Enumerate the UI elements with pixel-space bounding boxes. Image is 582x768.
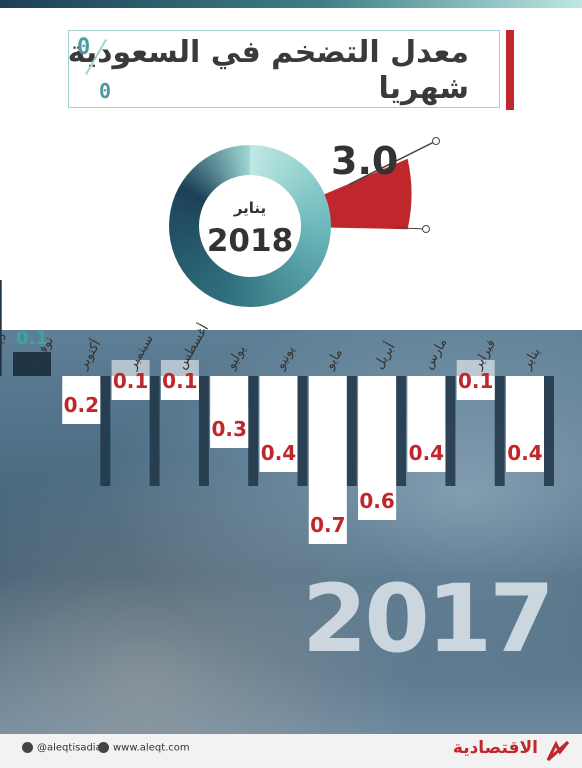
month-label: يونيو bbox=[272, 343, 298, 373]
title-accent-bar bbox=[506, 30, 514, 110]
bar-divider bbox=[494, 376, 505, 486]
inflation-bar-chart: 0.4يناير0.1فبراير0.4مارس0.6أبريل0.7مايو0… bbox=[0, 137, 554, 544]
bar-divider bbox=[346, 376, 357, 486]
highlight-value: 3.0 bbox=[331, 139, 399, 183]
bar-label-box bbox=[160, 360, 199, 400]
bar-value-label: 0.1 bbox=[16, 328, 48, 349]
title-box: معدل التضخم في السعودية شهريا 0 0 bbox=[68, 30, 500, 108]
bar-label-box bbox=[111, 360, 150, 400]
bar-value-label: 0.4 bbox=[507, 441, 542, 465]
website-text: www.aleqt.com bbox=[113, 742, 190, 754]
twitter-icon bbox=[22, 742, 33, 753]
decorative-digit-top: 0 bbox=[77, 35, 91, 60]
bar-label-box bbox=[308, 504, 347, 544]
bar-label-box bbox=[506, 432, 544, 472]
bar-value-label: 0.2 bbox=[64, 393, 99, 417]
bar-label-box bbox=[358, 480, 397, 520]
bar-value-label: 0.1 bbox=[162, 369, 197, 393]
month-label: يناير bbox=[519, 345, 544, 373]
bar-group-0: 0.4 يناير bbox=[506, 345, 554, 486]
bar-group-4: 0.7 مايو bbox=[308, 346, 357, 544]
month-label: مايو bbox=[322, 346, 346, 373]
bar-group-11: 0.4ديسمبر bbox=[0, 280, 10, 376]
website-link[interactable]: www.aleqt.com bbox=[98, 742, 190, 754]
bar-divider bbox=[396, 376, 407, 486]
bar-divider bbox=[544, 376, 554, 486]
month-label: يوليو bbox=[223, 343, 249, 373]
bar-label-box bbox=[407, 432, 446, 472]
chart-title-line2: شهريا bbox=[378, 71, 470, 106]
bar-divider bbox=[198, 376, 209, 486]
brand-logo-icon bbox=[546, 740, 570, 762]
bar-group-5: 0.4 يونيو bbox=[259, 343, 308, 486]
decorative-digit-bottom: 0 bbox=[99, 79, 112, 103]
chart-title-line1: معدل التضخم في السعودية bbox=[67, 35, 469, 70]
brand-logo-text: الاقتصادية bbox=[452, 738, 538, 758]
month-label: أبريل bbox=[370, 339, 399, 372]
bar-divider bbox=[248, 376, 259, 486]
top-accent-bar bbox=[0, 0, 582, 8]
bar-value-label: 0.7 bbox=[310, 513, 345, 537]
wedge-pointer-dot-top bbox=[432, 137, 440, 145]
highlight-donut: يناير 2018 bbox=[169, 145, 331, 307]
highlight-year: 2018 bbox=[206, 223, 294, 259]
bar-value-label: 0.1 bbox=[113, 369, 148, 393]
month-label: سبتمبر bbox=[125, 332, 157, 373]
bar-value-label: 0.4 bbox=[261, 441, 296, 465]
donut-center: يناير 2018 bbox=[199, 175, 301, 277]
footer: @aleqtisadiah www.aleqt.com الاقتصادية bbox=[0, 734, 582, 768]
bar-value-label: 0.4 bbox=[409, 441, 444, 465]
wedge-pointer-dot-bottom bbox=[422, 225, 430, 233]
chart-year-watermark: 2017 bbox=[302, 565, 555, 674]
bar-label-box bbox=[259, 432, 298, 472]
bar-value-label: 0.3 bbox=[211, 417, 246, 441]
twitter-text: @aleqtisadiah bbox=[37, 742, 109, 754]
bar-label-box bbox=[62, 384, 101, 424]
bar-value-label: 0.6 bbox=[359, 489, 394, 513]
wedge-edge-line bbox=[393, 227, 427, 230]
bar-group-6: 0.3 يوليو bbox=[210, 343, 259, 486]
twitter-handle[interactable]: @aleqtisadiah bbox=[22, 742, 108, 754]
bar-divider bbox=[149, 376, 160, 486]
month-label: مارس bbox=[421, 336, 451, 372]
bar-label-box bbox=[210, 408, 249, 448]
bar bbox=[0, 280, 2, 376]
bar-group-3: 0.6 أبريل bbox=[358, 339, 407, 520]
wedge-pointer-line bbox=[348, 140, 437, 186]
globe-icon bbox=[98, 742, 109, 753]
bar-label-box bbox=[456, 360, 495, 400]
highlight-month: يناير bbox=[233, 199, 267, 217]
bar bbox=[13, 352, 51, 376]
bar-divider bbox=[445, 376, 456, 486]
bar-value-label: 0.1 bbox=[458, 369, 493, 393]
bar-group-2: 0.4 مارس bbox=[407, 336, 456, 486]
bar-divider bbox=[100, 376, 111, 486]
bar-divider bbox=[297, 376, 308, 486]
bar-group-9: 0.2 أكتوبر bbox=[62, 336, 111, 486]
month-label: أكتوبر bbox=[74, 336, 105, 372]
